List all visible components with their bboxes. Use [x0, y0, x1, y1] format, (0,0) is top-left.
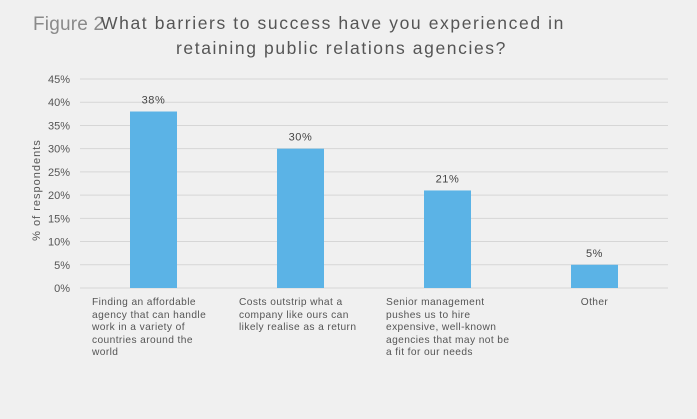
x-tick-label: Other [580, 297, 609, 308]
y-tick-label: 35% [48, 120, 70, 132]
bar [571, 264, 618, 288]
value-label: 30% [289, 132, 313, 144]
y-tick-label: 45% [48, 74, 70, 86]
y-axis-label: % of respondents [31, 139, 43, 241]
x-tick-label: Costs outstrip what a company like ours c… [239, 297, 357, 333]
bar [424, 190, 471, 288]
value-label: 5% [586, 248, 603, 260]
value-label: 21% [436, 173, 460, 185]
title-line-1: What barriers to success have you experi… [101, 13, 565, 33]
gridlines [80, 78, 668, 289]
y-tick-label: 20% [48, 190, 70, 202]
chart-title: Figure 2 What barriers to success have y… [0, 10, 697, 62]
title-line-2: retaining public relations agencies? [176, 38, 507, 58]
bars [130, 111, 618, 288]
value-label: 38% [142, 95, 166, 107]
y-tick-label: 25% [48, 167, 70, 179]
y-tick-label: 30% [48, 144, 70, 156]
x-tick-label: Senior management pushes us to hire expens… [386, 297, 510, 358]
bar [277, 148, 324, 288]
x-tick-label: Finding an affordable agency that can han… [92, 297, 207, 358]
y-tick-label: 0% [54, 283, 70, 295]
y-tick-label: 10% [48, 237, 70, 249]
y-tick-label: 40% [48, 97, 70, 109]
value-labels: 38% 30% 21% 5% [142, 95, 603, 260]
y-tick-label: 5% [54, 260, 70, 272]
bar [130, 111, 177, 288]
y-axis-ticks: 45% 40% 35% 30% 25% 20% 15% 10% 5% 0% [48, 74, 70, 295]
figure-label: Figure 2 [33, 14, 105, 35]
y-tick-label: 15% [48, 213, 70, 225]
